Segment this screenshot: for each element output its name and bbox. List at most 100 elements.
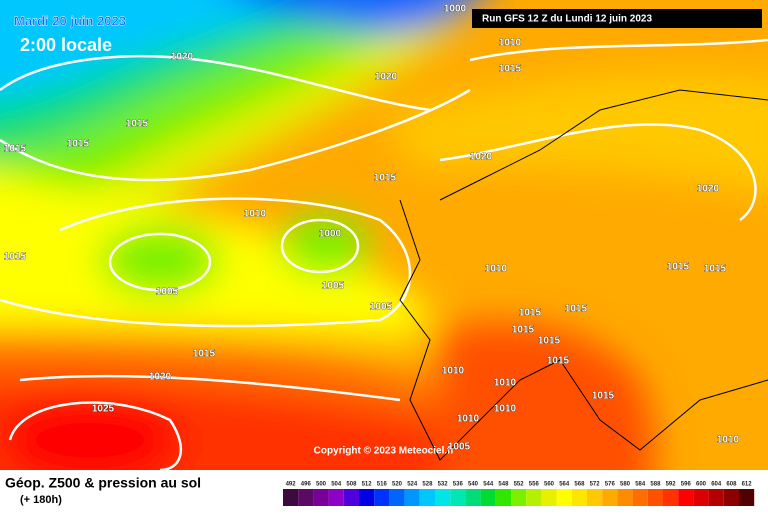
scale-cell <box>389 489 405 506</box>
scale-cell <box>723 489 739 506</box>
isobar-label: 1015 <box>519 308 542 319</box>
isobar-label: 1010 <box>717 435 740 446</box>
scale-cell <box>480 489 496 506</box>
isobar-label: 1015 <box>126 119 149 130</box>
scale-label: 548 <box>498 482 509 488</box>
scale-label: 560 <box>544 482 555 488</box>
isobar-label: 1020 <box>697 184 720 195</box>
isobar-label: 1005 <box>322 281 345 292</box>
copyright: Copyright © 2023 Meteociel.fr <box>314 446 455 457</box>
scale-label: 580 <box>620 482 631 488</box>
footer-title: Géop. Z500 & pression au sol <box>5 475 201 491</box>
time-label: 2:00 locale <box>20 35 112 55</box>
isobar-label: 1015 <box>4 144 27 155</box>
run-label: Run GFS 12 Z du Lundi 12 juin 2023 <box>482 14 652 25</box>
isobar-label: 1015 <box>499 64 522 75</box>
scale-cell <box>450 489 466 506</box>
isobar-label: 1020 <box>149 372 172 383</box>
scale-label: 584 <box>635 482 646 488</box>
scale-cell <box>632 489 648 506</box>
scale-label: 520 <box>392 482 403 488</box>
scale-cell <box>404 489 420 506</box>
scale-cell <box>526 489 542 506</box>
scale-cell <box>283 489 299 506</box>
isobar-label: 1005 <box>370 302 393 313</box>
isobar-label: 1000 <box>319 229 342 240</box>
isobar-label: 1010 <box>442 366 465 377</box>
footer-lead: (+ 180h) <box>20 494 62 506</box>
scale-cell <box>571 489 587 506</box>
scale-label: 532 <box>438 482 449 488</box>
isobar-label: 1010 <box>244 209 267 220</box>
scale-label: 524 <box>407 482 418 488</box>
isobar-label: 1015 <box>565 304 588 315</box>
isobar-label: 1015 <box>512 325 535 336</box>
scale-cell <box>602 489 618 506</box>
scale-label: 512 <box>362 482 373 488</box>
scale-label: 516 <box>377 482 388 488</box>
run-box <box>472 9 762 28</box>
scale-cell <box>374 489 390 506</box>
scale-cell <box>708 489 724 506</box>
isobar-label: 1010 <box>494 404 517 415</box>
date-label: Mardi 20 juin 2023 <box>14 13 126 28</box>
scale-label: 552 <box>514 482 525 488</box>
scale-label: 604 <box>711 482 722 488</box>
isobar-label: 1010 <box>485 264 508 275</box>
scale-cell <box>419 489 435 506</box>
scale-label: 568 <box>574 482 585 488</box>
isobars <box>0 38 768 472</box>
isobar-label: 1015 <box>704 264 727 275</box>
scale-label: 528 <box>422 482 433 488</box>
scale-cell <box>587 489 603 506</box>
scale-label: 596 <box>681 482 692 488</box>
scale-cell <box>313 489 329 506</box>
scale-label: 556 <box>529 482 540 488</box>
scale-cell <box>495 489 511 506</box>
coastline <box>399 89 768 461</box>
scale-cell <box>328 489 344 506</box>
scale-cell <box>647 489 663 506</box>
scale-cell <box>739 489 755 506</box>
isobar-label: 1005 <box>156 287 179 298</box>
scale-cell <box>465 489 481 506</box>
scale-cell <box>359 489 375 506</box>
scale-label: 572 <box>590 482 601 488</box>
isobar-label: 1025 <box>92 404 115 415</box>
isobar-label: 1020 <box>470 152 493 163</box>
scale-label: 500 <box>316 482 327 488</box>
scale-cell <box>511 489 527 506</box>
scale-cell <box>556 489 572 506</box>
scale-cell <box>541 489 557 506</box>
scale-cell <box>298 489 314 506</box>
scale-label: 612 <box>742 482 753 488</box>
isobar-label: 1015 <box>67 139 90 150</box>
scale-label: 608 <box>726 482 737 488</box>
scale-label: 588 <box>650 482 661 488</box>
isobar-label: 1015 <box>667 262 690 273</box>
scale-label: 508 <box>346 482 357 488</box>
scale-cell <box>678 489 694 506</box>
scale-cell <box>617 489 633 506</box>
scale-cell <box>343 489 359 506</box>
isobar-label: 1020 <box>375 72 398 83</box>
scale-label: 544 <box>483 482 494 488</box>
isobar-label: 1020 <box>171 52 194 63</box>
isobar-label: 1015 <box>193 349 216 360</box>
isobar-label: 1005 <box>448 442 471 453</box>
isobar-label: 1015 <box>374 173 397 184</box>
isobar-label: 1000 <box>444 4 467 15</box>
isobar-label: 1010 <box>457 414 480 425</box>
scale-cell <box>693 489 709 506</box>
scale-cell <box>435 489 451 506</box>
scale-label: 564 <box>559 482 570 488</box>
isobar-label: 1015 <box>4 252 27 263</box>
scale-label: 592 <box>666 482 677 488</box>
isobar-label: 1015 <box>592 391 615 402</box>
scale-label: 492 <box>286 482 297 488</box>
isobar-label: 1015 <box>538 336 561 347</box>
isobar-label: 1010 <box>494 378 517 389</box>
scale-label: 600 <box>696 482 707 488</box>
scale-label: 576 <box>605 482 616 488</box>
